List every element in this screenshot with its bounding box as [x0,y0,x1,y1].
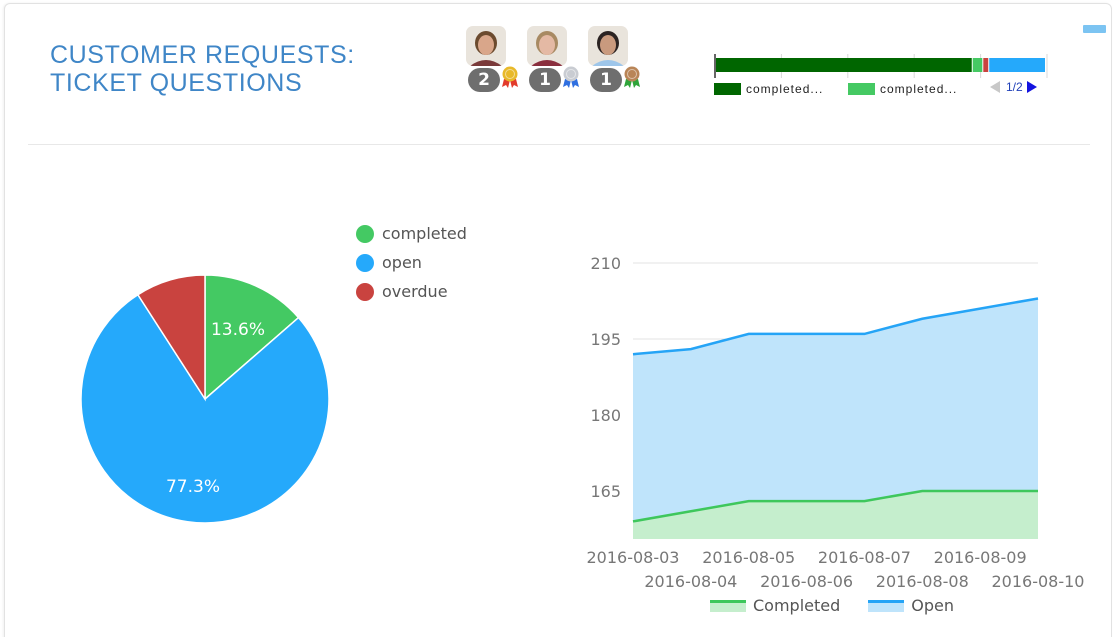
open-line[interactable] [632,297,1039,356]
gold-medal-icon [502,66,518,88]
pie-legend-open[interactable]: open [356,248,467,277]
bar-legend-label: completed... [880,82,958,96]
bronze-medal-icon [624,66,640,88]
y-tick-label: 210 [590,254,621,273]
legend-swatch [848,83,875,95]
legend-swatch [714,83,741,95]
header-divider [28,144,1090,145]
y-tick-label: 165 [590,482,621,501]
legend-label: open [382,253,422,272]
overdue-slice[interactable] [136,274,206,402]
x-tick-label: 2016-08-09 [934,548,1027,567]
title-line-2: TICKET QUESTIONS [50,69,303,97]
pie-label-completed: 13.6% [211,320,265,340]
pie-legend-overdue[interactable]: overdue [356,277,467,306]
legend-pager: 1/2 [990,80,1037,94]
bar-legend-label: completed... [746,82,824,96]
bar-legend-item-2[interactable]: completed... [848,82,957,96]
y-tick-label: 180 [590,406,621,425]
score-badge: 1 [529,68,561,92]
leader-gold[interactable]: 2 [466,26,526,96]
completed-line[interactable] [632,489,1038,523]
silver-medal-icon [563,66,579,88]
next-page-icon[interactable] [1026,81,1037,93]
open-line-icon [868,599,905,612]
x-tick-label: 2016-08-04 [644,572,737,591]
score-badge: 2 [468,68,500,92]
completed-area [633,491,1038,539]
open-dot-icon [356,253,374,272]
pager-label: 1/2 [1006,80,1023,94]
legend-label: Completed [753,596,841,615]
leader-bronze[interactable]: 1 [588,26,648,96]
legend-label: Open [911,596,954,615]
x-tick-label: 2016-08-03 [587,548,680,567]
bar-segment[interactable] [989,58,1045,72]
prev-page-icon[interactable] [990,81,1000,93]
x-tick-label: 2016-08-06 [760,572,853,591]
bar-legend-item-1[interactable]: completed... [714,82,823,96]
completed-dot-icon [356,224,374,243]
completed-line-icon [710,599,746,612]
leader-silver[interactable]: 1 [527,26,587,96]
page-title: CUSTOMER REQUESTS: TICKET QUESTIONS [50,41,355,97]
avatar[interactable] [588,26,628,66]
title-line-1: CUSTOMER REQUESTS: [50,41,355,69]
score-badge: 1 [590,68,622,92]
x-tick-label: 2016-08-10 [992,572,1085,591]
x-tick-label: 2016-08-08 [876,572,969,591]
stacked-bar-chart [714,54,1048,78]
avatar[interactable] [527,26,567,66]
area-chart-legend: Completed Open [710,596,982,615]
open-area [633,298,1038,522]
legend-label: completed [382,224,467,243]
pie-chart: 13.6% 77.3% [80,274,330,524]
x-tick-label: 2016-08-07 [818,548,911,567]
pie-legend: completed open overdue [356,219,467,306]
minimize-button[interactable] [1083,25,1106,33]
legend-label: overdue [382,282,448,301]
area-chart: 165 180 195 210 2016-08-03 2016-08-04 2016-08… [587,254,1085,591]
bar-segment[interactable] [972,58,983,72]
avatar[interactable] [466,26,506,66]
legend-open[interactable]: Open [868,596,954,615]
x-tick-label: 2016-08-05 [702,548,795,567]
pie-legend-completed[interactable]: completed [356,219,467,248]
y-tick-label: 195 [590,330,621,349]
bar-segment[interactable] [716,58,972,72]
overdue-dot-icon [356,282,374,301]
open-slice[interactable] [80,293,330,524]
legend-completed[interactable]: Completed [710,596,840,615]
completed-slice[interactable] [204,274,300,401]
bar-segment[interactable] [983,58,989,72]
pie-label-open: 77.3% [166,477,220,497]
